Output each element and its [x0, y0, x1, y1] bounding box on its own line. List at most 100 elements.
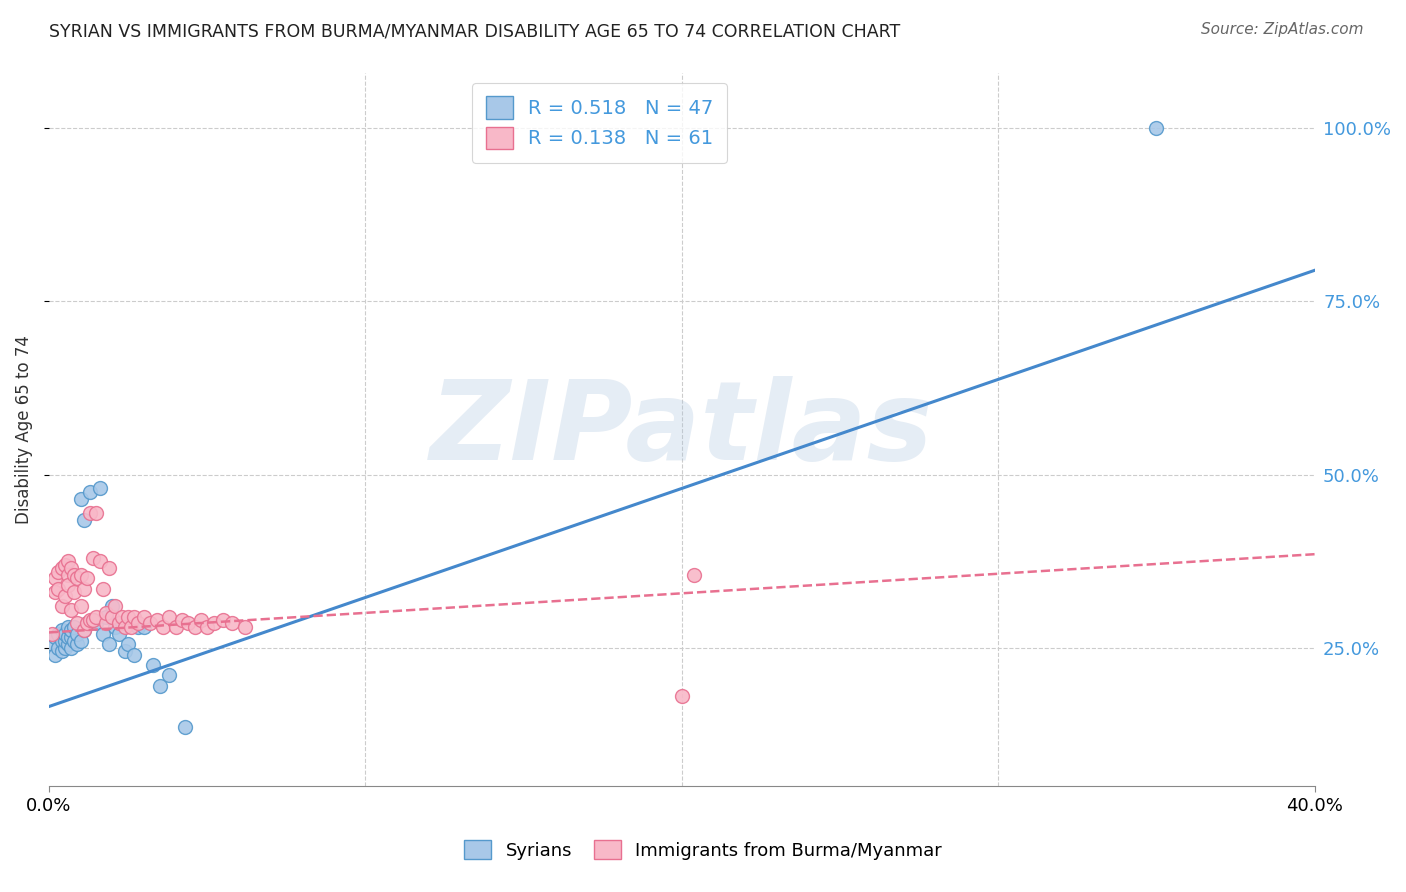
Point — [183, 620, 205, 634]
Point — [44, 630, 66, 644]
Point — [202, 616, 225, 631]
Point — [91, 582, 114, 596]
Point — [195, 620, 218, 634]
Y-axis label: Disability Age 65 to 74: Disability Age 65 to 74 — [15, 335, 32, 524]
Point — [60, 640, 83, 655]
Point — [51, 599, 73, 614]
Point — [132, 620, 155, 634]
Point — [51, 561, 73, 575]
Point — [111, 609, 134, 624]
Point — [212, 613, 235, 627]
Point — [60, 561, 83, 575]
Point — [56, 630, 79, 644]
Point — [53, 627, 76, 641]
Point — [86, 506, 108, 520]
Point — [56, 554, 79, 568]
Point — [82, 550, 104, 565]
Point — [51, 644, 73, 658]
Text: SYRIAN VS IMMIGRANTS FROM BURMA/MYANMAR DISABILITY AGE 65 TO 74 CORRELATION CHAR: SYRIAN VS IMMIGRANTS FROM BURMA/MYANMAR … — [49, 22, 900, 40]
Point — [107, 616, 129, 631]
Point — [79, 484, 101, 499]
Point — [73, 512, 96, 526]
Point — [117, 637, 139, 651]
Point — [53, 640, 76, 655]
Point — [149, 679, 172, 693]
Point — [89, 482, 111, 496]
Legend: Syrians, Immigrants from Burma/Myanmar: Syrians, Immigrants from Burma/Myanmar — [457, 832, 949, 867]
Point — [98, 637, 121, 651]
Point — [76, 616, 98, 631]
Point — [91, 627, 114, 641]
Point — [107, 627, 129, 641]
Point — [114, 620, 136, 634]
Point — [69, 599, 91, 614]
Point — [114, 644, 136, 658]
Point — [69, 568, 91, 582]
Point — [63, 620, 86, 634]
Point — [76, 616, 98, 631]
Point — [177, 616, 200, 631]
Point — [60, 624, 83, 638]
Point — [60, 630, 83, 644]
Point — [82, 613, 104, 627]
Point — [174, 720, 197, 734]
Point — [221, 616, 243, 631]
Point — [48, 582, 70, 596]
Point — [671, 689, 693, 703]
Point — [132, 609, 155, 624]
Point — [56, 637, 79, 651]
Point — [127, 616, 149, 631]
Point — [51, 633, 73, 648]
Point — [145, 613, 167, 627]
Point — [53, 633, 76, 648]
Point — [170, 613, 193, 627]
Point — [82, 613, 104, 627]
Point — [124, 609, 146, 624]
Point — [139, 616, 162, 631]
Point — [56, 620, 79, 634]
Legend: R = 0.518   N = 47, R = 0.138   N = 61: R = 0.518 N = 47, R = 0.138 N = 61 — [472, 83, 727, 162]
Point — [66, 571, 89, 585]
Point — [127, 620, 149, 634]
Point — [104, 620, 127, 634]
Point — [152, 620, 174, 634]
Point — [48, 627, 70, 641]
Point — [124, 648, 146, 662]
Point — [56, 578, 79, 592]
Point — [51, 624, 73, 638]
Point — [94, 616, 117, 631]
Point — [41, 637, 63, 651]
Point — [63, 568, 86, 582]
Point — [142, 657, 165, 672]
Point — [120, 620, 142, 634]
Point — [94, 606, 117, 620]
Point — [48, 640, 70, 655]
Point — [60, 602, 83, 616]
Point — [79, 613, 101, 627]
Point — [73, 582, 96, 596]
Text: Source: ZipAtlas.com: Source: ZipAtlas.com — [1201, 22, 1364, 37]
Point — [233, 620, 256, 634]
Point — [76, 571, 98, 585]
Point — [48, 565, 70, 579]
Point — [190, 613, 212, 627]
Point — [79, 506, 101, 520]
Point — [98, 561, 121, 575]
Point — [683, 568, 706, 582]
Point — [117, 609, 139, 624]
Point — [101, 599, 124, 614]
Point — [101, 609, 124, 624]
Point — [66, 616, 89, 631]
Point — [104, 599, 127, 614]
Point — [53, 589, 76, 603]
Point — [157, 609, 180, 624]
Point — [66, 627, 89, 641]
Point — [157, 668, 180, 682]
Point — [63, 633, 86, 648]
Point — [63, 585, 86, 599]
Point — [1146, 121, 1168, 136]
Point — [86, 616, 108, 631]
Point — [44, 571, 66, 585]
Point — [165, 620, 187, 634]
Point — [53, 558, 76, 572]
